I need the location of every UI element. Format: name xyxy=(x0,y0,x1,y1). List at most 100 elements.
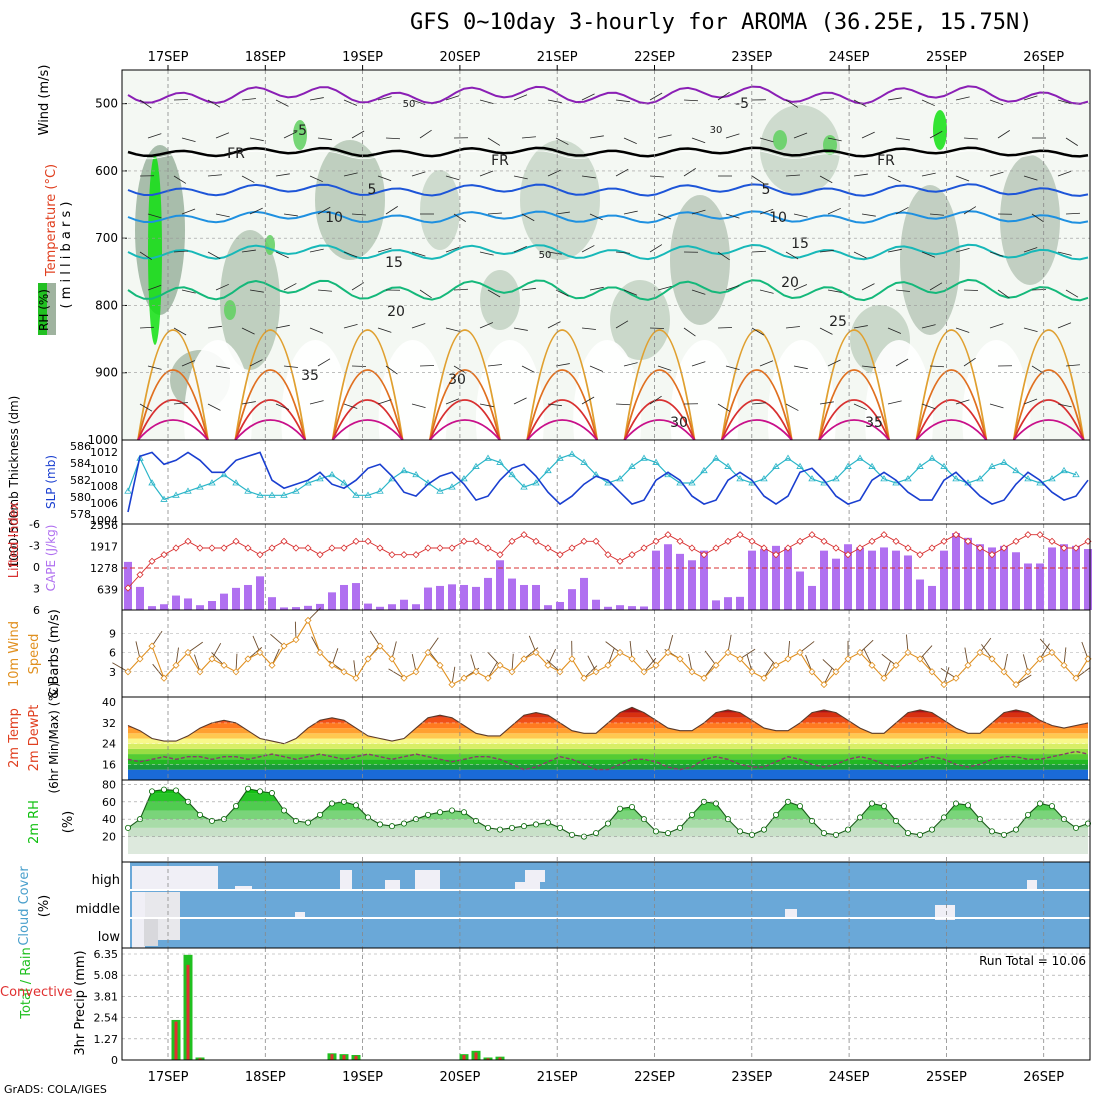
rh-line-point xyxy=(280,807,287,814)
lifted-index-line-point xyxy=(244,544,252,552)
thickness-line-point xyxy=(256,491,264,498)
temp-tick-label: 24 xyxy=(102,738,116,751)
cloud-row-label: middle xyxy=(76,902,120,917)
wind-barb xyxy=(793,132,808,139)
lifted-index-line-point xyxy=(196,544,204,552)
wind-barb xyxy=(819,98,834,101)
contour-label: 10 xyxy=(325,210,343,226)
rh-line-point xyxy=(545,819,552,826)
wind-barb xyxy=(377,175,392,182)
thickness-line-point xyxy=(232,479,240,486)
isotherm-40 xyxy=(137,419,1085,441)
wind-barb xyxy=(351,282,365,291)
date-label-top: 18SEP xyxy=(245,50,286,65)
wind-10m-barb xyxy=(746,654,753,672)
temp-tick-label: 32 xyxy=(102,717,116,730)
wind-10m-barb xyxy=(981,644,993,660)
rh-shading xyxy=(293,120,307,150)
thickness-line-point xyxy=(292,487,300,494)
wind-barb xyxy=(377,399,392,405)
cloud-cover-fill xyxy=(130,862,1090,948)
wind-barb xyxy=(683,327,696,337)
wind-barb xyxy=(1031,213,1044,223)
lifted-index-line-point xyxy=(268,544,276,552)
wind-barb xyxy=(691,209,706,215)
date-label-bottom: 19SEP xyxy=(342,1070,383,1085)
wind-speed-line-point xyxy=(172,661,180,669)
wind-barb xyxy=(615,168,629,177)
wind-barb xyxy=(377,327,392,333)
rh-line-point xyxy=(689,811,696,818)
rh-line-point xyxy=(533,821,540,828)
wind-barb xyxy=(989,99,1004,106)
wind-barb xyxy=(411,403,426,409)
wind-barb xyxy=(725,213,740,219)
wind-speed-line-point xyxy=(520,655,528,663)
wind-barb xyxy=(343,172,358,177)
wind-barb xyxy=(989,323,1004,329)
cloud-gap xyxy=(235,886,252,890)
wind-barb xyxy=(861,131,875,139)
cape-bar xyxy=(172,595,180,610)
rh-line-point xyxy=(773,811,780,818)
rh-line-point xyxy=(1025,811,1032,818)
wind-10m-barb xyxy=(270,633,285,647)
cape-bar xyxy=(352,583,360,610)
rh-shading xyxy=(315,140,385,260)
cape-tick-label: 2556 xyxy=(90,519,118,532)
contour-label: 15 xyxy=(385,255,403,271)
wind-barb xyxy=(215,213,230,218)
rh-line-point xyxy=(881,803,888,810)
wind-10m-barb xyxy=(528,635,537,653)
slp-tick-label: 1004 xyxy=(90,514,118,527)
thickness-line-point xyxy=(868,462,876,469)
thickness-line-point xyxy=(1024,475,1032,482)
rh-axis-label: RH (%) xyxy=(37,289,51,331)
lifted-index-line-point xyxy=(400,551,408,559)
wind-speed-line-point xyxy=(772,661,780,669)
contour-label: -5 xyxy=(735,96,749,112)
lifted-index-line-point xyxy=(496,551,504,559)
thickness-line-point xyxy=(664,471,672,478)
wind-speed-line-point xyxy=(436,661,444,669)
wind-10m-barb xyxy=(646,649,657,666)
wind-barb xyxy=(411,323,426,329)
cape-bar xyxy=(592,599,600,610)
thickness-line-point xyxy=(772,462,780,469)
temp-band xyxy=(128,712,1088,718)
precip-convective-bar xyxy=(330,1054,334,1060)
precip-frame xyxy=(121,947,1091,1061)
wind-barb xyxy=(249,207,263,215)
wind-barb xyxy=(1031,365,1045,374)
wind-barb xyxy=(751,250,767,253)
wind-10m-barb xyxy=(152,663,165,679)
pressure-tick-label: 500 xyxy=(95,97,118,111)
wind-barb xyxy=(275,403,290,410)
thickness-tick-label: 582 xyxy=(70,474,91,487)
rh-line-point xyxy=(569,831,576,838)
wind-barb xyxy=(623,289,638,296)
contour-label: 30 xyxy=(710,125,723,136)
wind-10m-barb xyxy=(487,662,498,679)
cape-bar xyxy=(436,585,444,610)
slp-axis-label: SLP (mb) xyxy=(44,455,58,509)
wind-barb xyxy=(785,99,799,108)
rh-shading xyxy=(773,130,787,150)
wind-barb xyxy=(887,327,902,334)
wind-barb xyxy=(921,172,936,177)
wind-barb xyxy=(717,251,730,261)
thickness-line-point xyxy=(364,491,372,498)
wind-barb xyxy=(453,288,469,291)
wind-barb xyxy=(683,99,699,102)
temp-band xyxy=(128,722,1088,729)
precip-axis-label: 3hr Precip (mm) xyxy=(73,950,88,1055)
lifted-index-line-point xyxy=(880,531,888,539)
rh-line-point xyxy=(557,824,564,831)
rh-line-point xyxy=(148,788,155,795)
precip-convective-bar xyxy=(486,1058,490,1060)
slp-tick-label: 1006 xyxy=(90,497,118,510)
li-tick-label: -3 xyxy=(29,540,40,553)
thickness-line-point xyxy=(208,479,216,486)
rh-line-point xyxy=(893,817,900,824)
contour-label: 10 xyxy=(769,210,787,226)
